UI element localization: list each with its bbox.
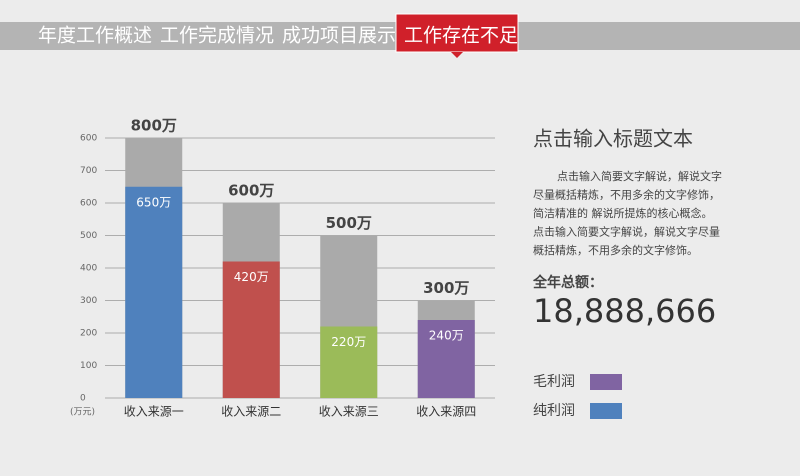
total-label: 全年总额：: [532, 274, 603, 291]
y-tick-label: 0: [80, 394, 86, 404]
y-tick-label: 200: [80, 329, 97, 339]
y-tick-label: 300: [80, 296, 97, 306]
y-unit: (万元): [70, 408, 95, 418]
value-label: 420万: [234, 270, 269, 284]
nav-tab[interactable]: 成功项目展示: [282, 25, 396, 47]
value-label: 220万: [331, 335, 366, 349]
value-label: 240万: [429, 329, 464, 343]
bar: [320, 326, 378, 398]
y-tick-label: 600: [80, 134, 97, 144]
nav-tab[interactable]: 工作存在不足: [404, 25, 518, 47]
value-label: 650万: [136, 195, 171, 209]
value-label: 300万: [423, 279, 469, 297]
legend-swatch: [590, 403, 622, 419]
y-tick-label: 400: [80, 264, 97, 274]
x-tick-label: 收入来源二: [221, 405, 281, 419]
nav-tab[interactable]: 工作完成情况: [160, 25, 274, 47]
tab-pointer: [451, 52, 463, 58]
side-title: 点击输入标题文本: [533, 127, 693, 151]
side-text: 简洁精准的 解说所提炼的核心概念。: [533, 206, 713, 220]
x-tick-label: 收入来源一: [124, 405, 184, 419]
side-text: 点击输入简要文字解说，解说文字尽量: [533, 225, 720, 239]
value-label: 800万: [131, 117, 177, 135]
bar: [417, 320, 475, 398]
y-tick-label: 700: [80, 166, 97, 176]
legend-label: 纯利润: [533, 403, 575, 419]
x-tick-label: 收入来源三: [319, 405, 379, 419]
nav-tab[interactable]: 年度工作概述: [38, 25, 152, 47]
bar: [125, 186, 183, 398]
bar: [222, 261, 280, 398]
side-text: 概括精炼，不用多余的文字修饰。: [533, 243, 698, 257]
total-value: 18,888,666: [533, 292, 716, 330]
x-tick-label: 收入来源四: [416, 405, 476, 419]
legend-swatch: [590, 374, 622, 390]
side-text: 点击输入简要文字解说，解说文字: [557, 169, 722, 183]
y-tick-label: 500: [80, 231, 97, 241]
y-tick-label: 100: [80, 361, 97, 371]
y-tick-label: 600: [80, 199, 97, 209]
legend-label: 毛利润: [533, 374, 575, 390]
value-label: 600万: [228, 182, 274, 200]
side-text: 尽量概括精炼，不用多余的文字修饰，: [533, 188, 720, 202]
value-label: 500万: [326, 214, 372, 232]
